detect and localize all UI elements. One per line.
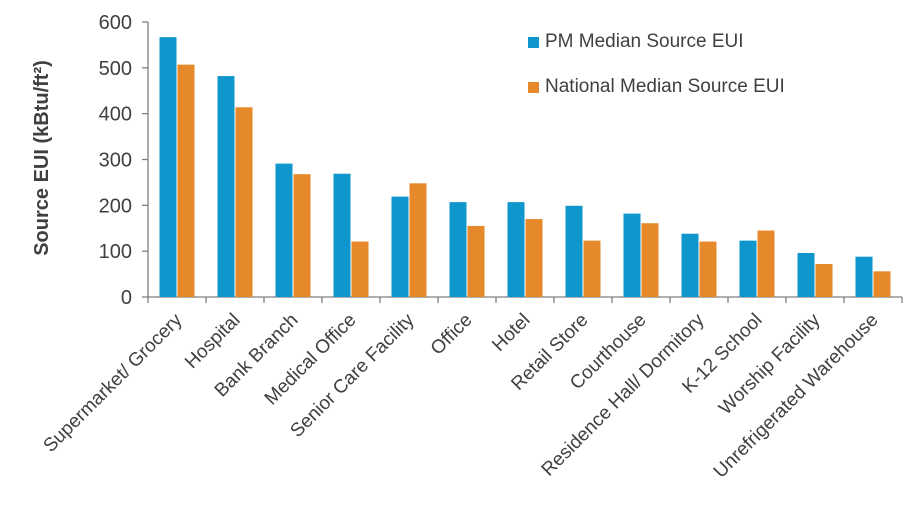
bar-national-median — [873, 271, 891, 297]
bar-pm-median — [333, 173, 351, 297]
bar-pm-median — [507, 202, 525, 297]
bar-national-median — [525, 219, 543, 297]
x-category-label: Worship Facility — [715, 309, 825, 419]
bar-national-median — [699, 241, 717, 297]
bar-pm-median — [449, 202, 467, 297]
y-tick-label: 400 — [99, 104, 132, 126]
legend-swatch — [528, 82, 539, 93]
bar-pm-median — [855, 256, 873, 297]
legend-label: PM Median Source EUI — [545, 31, 744, 52]
bar-national-median — [815, 264, 833, 297]
y-tick-label: 200 — [99, 195, 132, 217]
bar-national-median — [293, 174, 311, 297]
x-category-label: Hotel — [488, 310, 534, 356]
legend-swatch — [528, 37, 539, 48]
bar-national-median — [583, 240, 601, 297]
y-tick-label: 0 — [121, 287, 132, 309]
y-axis: 0 100 200 300 400 500 600 — [99, 12, 149, 309]
bar-pm-median — [623, 213, 641, 297]
y-axis-label: Source EUI (kBtu/ft²) — [31, 60, 53, 256]
x-category-label: Supermarket/ Grocery — [40, 309, 187, 456]
bar-national-median — [351, 241, 369, 297]
bar-pm-median — [681, 233, 699, 297]
y-tick-label: 600 — [99, 12, 132, 34]
y-tick-label: 100 — [99, 241, 132, 263]
legend-label: National Median Source EUI — [545, 76, 785, 97]
x-axis — [147, 296, 903, 303]
legend: PM Median Source EUI National Median Sour… — [528, 31, 785, 97]
bar-pm-median — [275, 163, 293, 297]
bar-pm-median — [565, 205, 583, 297]
bar-national-median — [235, 107, 253, 297]
bar-national-median — [641, 223, 659, 297]
y-tick-label: 300 — [99, 150, 132, 172]
bar-pm-median — [217, 76, 235, 297]
bar-national-median — [757, 230, 775, 297]
bar-national-median — [409, 183, 427, 297]
bar-national-median — [467, 225, 485, 297]
bar-pm-median — [739, 240, 757, 297]
bars — [159, 37, 891, 297]
bar-national-median — [177, 64, 195, 297]
bar-pm-median — [159, 37, 177, 297]
x-category-label: Office — [427, 310, 477, 360]
y-tick-label: 500 — [99, 58, 132, 80]
bar-pm-median — [797, 253, 815, 297]
bar-pm-median — [391, 196, 409, 297]
